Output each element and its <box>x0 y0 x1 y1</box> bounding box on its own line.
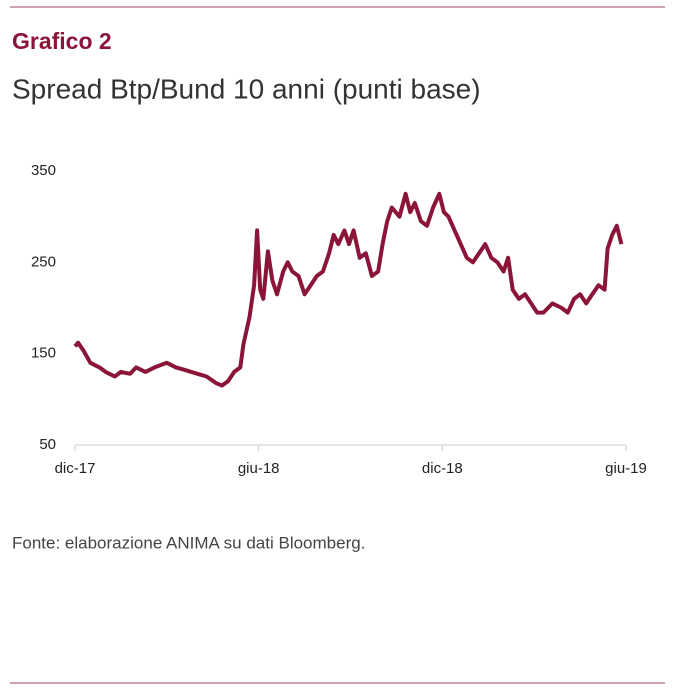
source-note: Fonte: elaborazione ANIMA su dati Bloomb… <box>12 533 365 552</box>
y-tick-label: 50 <box>39 436 56 453</box>
y-tick-label: 250 <box>31 253 56 270</box>
chart-title: Grafico 2 <box>12 28 112 54</box>
y-tick-label: 150 <box>31 345 56 362</box>
x-tick-label: dic-17 <box>55 460 96 477</box>
chart-subtitle: Spread Btp/Bund 10 anni (punti base) <box>12 73 481 104</box>
y-tick-label: 350 <box>31 162 56 179</box>
x-tick-label: giu-19 <box>605 460 647 477</box>
line-series <box>73 191 624 388</box>
x-tick-label: giu-18 <box>238 460 280 477</box>
x-tick-label: dic-18 <box>422 460 463 477</box>
